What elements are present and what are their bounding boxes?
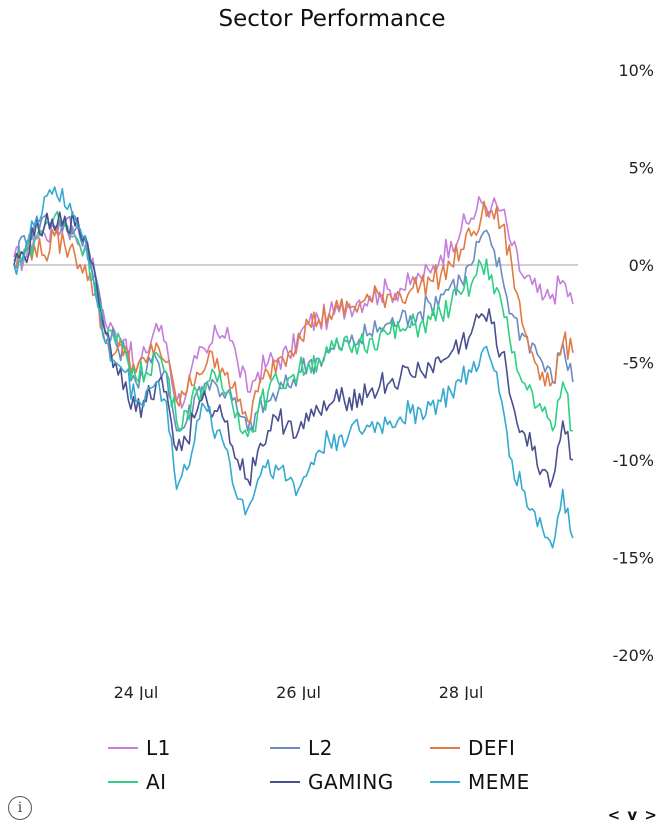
legend-swatch <box>270 747 300 749</box>
y-tick-label: 0% <box>629 256 654 275</box>
legend-item-ai[interactable]: AI <box>108 769 167 795</box>
legend-item-meme[interactable]: MEME <box>430 769 530 795</box>
series-line-l2 <box>13 213 574 433</box>
legend-swatch <box>108 781 138 783</box>
legend-item-gaming[interactable]: GAMING <box>270 769 394 795</box>
series-lines <box>13 186 574 549</box>
series-line-defi <box>13 200 574 424</box>
y-axis-ticks: 10% 5% 0% -5% -10% -15% -20% <box>613 61 654 665</box>
series-line-gaming <box>13 211 574 488</box>
y-tick-label: -10% <box>613 451 654 470</box>
y-tick-label: -5% <box>623 354 654 373</box>
x-tick-label: 28 Jul <box>439 683 484 700</box>
legend-label: L2 <box>308 736 333 760</box>
legend-item-l2[interactable]: L2 <box>270 735 333 761</box>
legend-label: MEME <box>468 770 530 794</box>
legend-label: L1 <box>146 736 171 760</box>
series-line-l1 <box>13 196 574 409</box>
legend-swatch <box>270 781 300 783</box>
line-chart: 10% 5% 0% -5% -10% -15% -20% 24 Jul 26 Jul 28 Ju… <box>13 61 654 700</box>
series-line-ai <box>13 210 573 438</box>
legend-label: GAMING <box>308 770 394 794</box>
y-tick-label: 10% <box>618 61 654 80</box>
legend-item-l1[interactable]: L1 <box>108 735 171 761</box>
series-line-meme <box>13 186 574 549</box>
y-tick-label: -15% <box>613 549 654 568</box>
legend-swatch <box>430 747 460 749</box>
x-tick-label: 24 Jul <box>114 683 159 700</box>
chart-nav-control[interactable]: < v > <box>607 806 658 824</box>
chart-title: Sector Performance <box>218 6 446 32</box>
legend-swatch <box>108 747 138 749</box>
legend-item-defi[interactable]: DEFI <box>430 735 515 761</box>
x-axis-ticks: 24 Jul 26 Jul 28 Jul <box>114 683 484 700</box>
legend-swatch <box>430 781 460 783</box>
legend-label: AI <box>146 770 167 794</box>
legend-label: DEFI <box>468 736 516 760</box>
y-tick-label: 5% <box>629 159 654 178</box>
y-tick-label: -20% <box>613 646 654 665</box>
info-icon[interactable]: i <box>8 796 32 820</box>
x-tick-label: 26 Jul <box>276 683 321 700</box>
